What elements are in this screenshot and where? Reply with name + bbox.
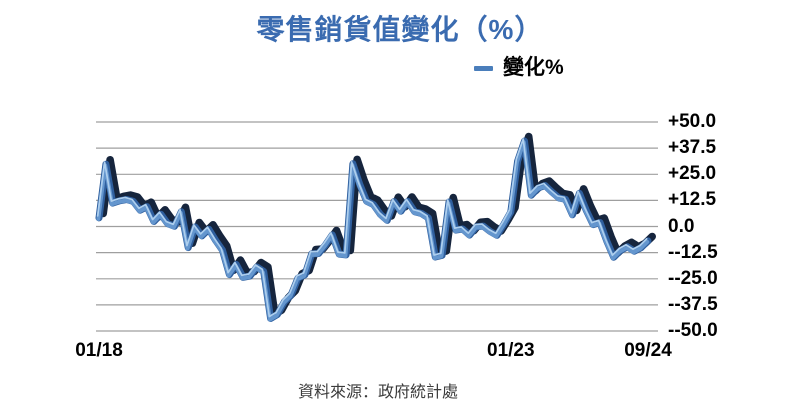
chart-title: 零售銷貨值變化（%） (256, 14, 544, 45)
y-axis-tick-label: --25.0 (668, 267, 718, 289)
y-axis-tick-label: 0.0 (668, 215, 695, 237)
x-axis-tick-label: 09/24 (624, 340, 672, 361)
y-axis-tick-label: --12.5 (668, 241, 718, 263)
legend-line-marker-icon (474, 65, 493, 71)
y-axis-tick-label: --37.5 (668, 293, 718, 315)
x-axis-tick-label: 01/23 (487, 340, 535, 361)
legend-series-label: 變化% (503, 56, 564, 79)
y-axis-tick-label: +37.5 (668, 137, 717, 159)
x-axis-tick-label: 01/18 (75, 340, 123, 361)
y-axis-tick-label: +50.0 (668, 111, 717, 132)
y-axis-tick-label: +12.5 (668, 189, 717, 211)
legend: 變化% (474, 56, 564, 80)
source-caption: 資料來源：政府統計處 (297, 384, 458, 401)
y-axis-tick-label: --50.0 (668, 320, 718, 341)
y-axis-tick-label: +25.0 (668, 163, 717, 185)
